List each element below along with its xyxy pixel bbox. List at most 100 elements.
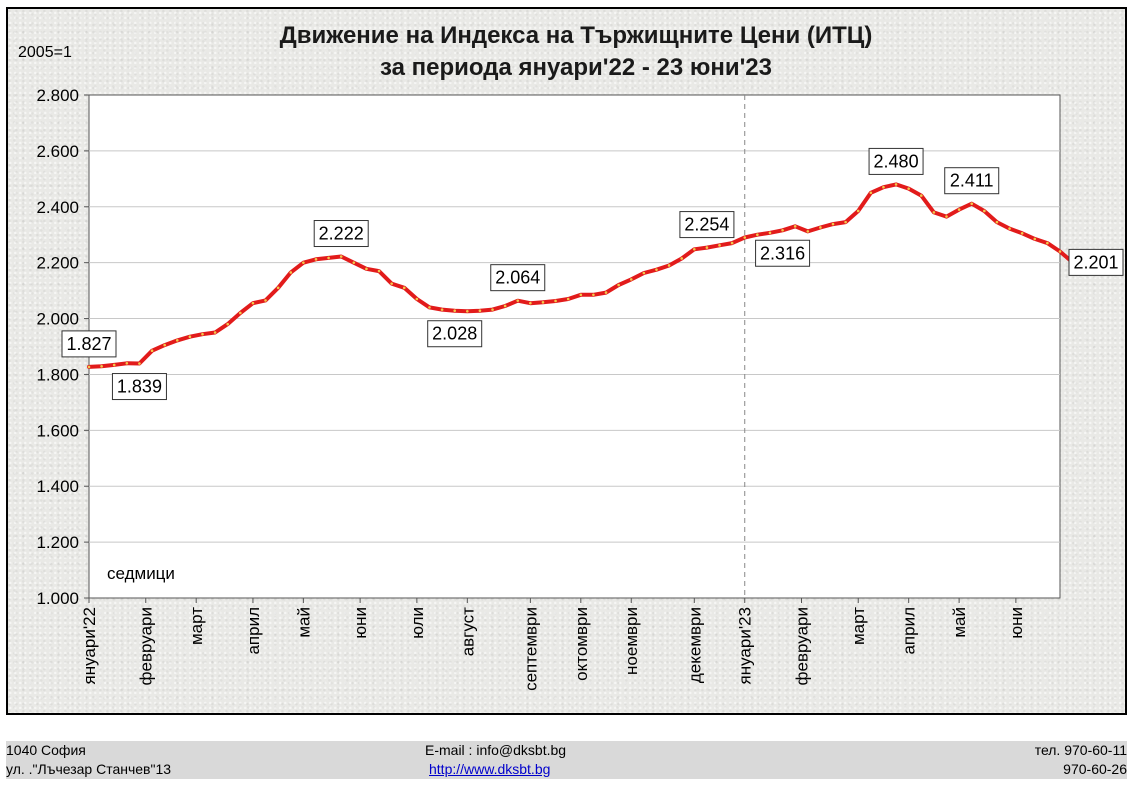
data-point [150,349,154,352]
x-tick-label: юни [1007,607,1026,639]
data-point [529,301,532,305]
data-point [478,309,482,313]
x-tick-label: ноември [622,607,641,675]
x-tick-label: август [458,607,477,656]
data-label: 2.064 [495,268,540,288]
data-label: 2.201 [1073,252,1118,272]
data-point [402,286,406,290]
data-label: 1.827 [66,334,111,354]
data-point [970,202,974,206]
x-tick-label: април [900,607,919,655]
data-point [629,278,633,281]
data-point [1046,241,1049,245]
footer-phone-line1: тел. 970-60-11 [1034,742,1127,758]
data-label-box [61,330,117,358]
data-point [352,261,356,264]
data-point [390,282,393,285]
data-point [856,209,860,213]
series [87,182,1075,369]
data-point [541,301,545,304]
y-tick-label: 2.600 [36,142,79,161]
data-label-box [868,147,924,175]
x-tick-label: март [849,607,868,645]
data-point [604,291,608,294]
data-point [112,363,116,367]
data-label-box [111,373,167,401]
chart: Движение на Индекса на Тържищните Цени (… [18,22,1124,691]
footer-email: E-mail : info@dksbt.bg [425,742,567,758]
data-point [87,365,91,369]
data-point [138,362,141,365]
data-point [327,256,330,260]
data-point [692,247,696,251]
data-point [995,220,999,224]
data-point [869,191,873,195]
data-point [945,215,948,218]
data-label-box [755,239,811,267]
y-tick-label: 2.800 [36,86,79,105]
x-tick-label: март [187,607,206,645]
y-tick-label: 1.600 [36,421,79,440]
data-point [1020,232,1024,235]
data-label-box [427,320,483,348]
data-label: 2.480 [874,151,919,171]
y-tick-label: 1.400 [36,477,79,496]
data-point [453,309,457,313]
data-label: 1.839 [117,377,162,397]
data-point [516,299,520,302]
plot-area [88,94,1061,599]
data-point [655,268,658,271]
data-labels: 1.827 1.839 2.222 2.028 2.064 2.254 2.316 2.480… [61,147,1124,401]
data-point [377,269,381,273]
footer-address-line1: 1040 София [6,742,86,758]
data-point [919,194,923,197]
data-point [579,293,583,297]
x-tick-label: февруари [792,607,811,685]
data-point [175,339,179,342]
data-point [907,187,910,190]
data-point [125,361,129,365]
y-tick-label: 1.200 [36,533,79,552]
chart-title-line1: Движение на Индекса на Тържищните Цени (… [280,22,873,49]
data-point [705,246,709,249]
chart-title-line2: за периода януари'22 - 23 юни'23 [380,54,772,81]
data-label-box [944,167,1000,195]
x-tick-label: януари'22 [80,607,99,684]
data-point [718,244,721,247]
y-tick-label: 2.400 [36,198,79,217]
data-label: 2.222 [319,224,364,244]
footer-website-link[interactable]: http://www.dksbt.bg [429,761,551,777]
grid [89,150,1060,543]
x-tick-label: октомври [572,607,591,681]
data-point [466,309,469,313]
x-tick-label: юли [408,607,427,639]
data-point [314,258,318,261]
data-point [339,255,343,258]
data-point [806,230,810,233]
footer: 1040 София ул. ."Лъчезар Станчев"13 E-ma… [6,741,1127,779]
data-point [226,322,230,326]
data-label-box [679,211,735,239]
data-point [882,185,885,189]
x-tick-label: май [294,607,313,638]
data-point [163,343,166,347]
x-tick-label: септември [521,607,540,691]
data-point [566,297,570,301]
y-tick-label: 1.800 [36,365,79,384]
data-label: 2.316 [760,243,805,263]
data-point [239,311,242,315]
data-point [365,267,368,271]
data-point [1008,227,1011,230]
y-tick-label: 1.000 [36,589,79,608]
data-point [642,271,646,275]
data-point [289,271,293,274]
data-point [932,211,936,214]
data-point [680,257,683,260]
x-tick-label: април [244,607,263,655]
y-tick-label: 2.200 [36,254,79,273]
data-label-box [1068,248,1124,276]
unit-label: 2005=1 [18,44,72,61]
data-point [440,308,444,311]
data-point [302,261,305,264]
data-point [667,264,671,267]
